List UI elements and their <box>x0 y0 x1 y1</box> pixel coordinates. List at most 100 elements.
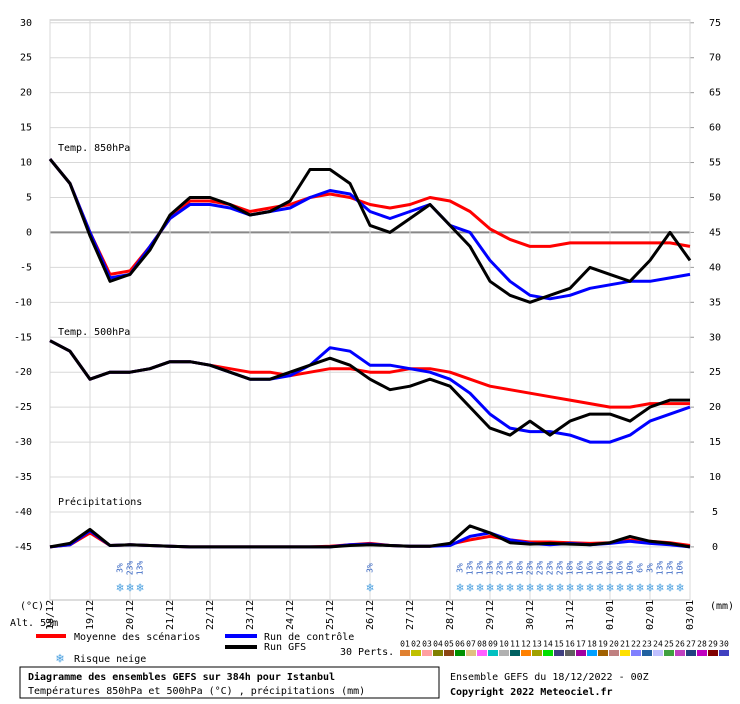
x-tick-label: 23/12 <box>245 600 256 630</box>
x-tick-label: 21/12 <box>165 600 176 630</box>
member-swatch <box>422 650 432 656</box>
member-swatch <box>444 650 454 656</box>
y2-tick-label: 55 <box>709 158 721 169</box>
snow-risk-label: 23% <box>496 561 505 576</box>
snow-risk-label: 13% <box>136 561 145 576</box>
snow-icon: ❄ <box>626 581 633 595</box>
snow-icon: ❄ <box>636 581 643 595</box>
snow-risk-label: 16% <box>586 561 595 576</box>
member-swatch <box>598 650 608 656</box>
snow-icon: ❄ <box>496 581 503 595</box>
y2-tick-label: 70 <box>709 53 721 64</box>
snow-risk-label: 23% <box>556 561 565 576</box>
x-tick-label: 18/12 <box>45 600 56 630</box>
snow-icon: ❄ <box>546 581 553 595</box>
snow-risk-label: 18% <box>516 561 525 576</box>
member-swatch <box>455 650 465 656</box>
member-number: 12 <box>521 640 531 649</box>
member-number: 01 <box>400 640 410 649</box>
snow-risk-label: 13% <box>476 561 485 576</box>
x-tick-label: 01/01 <box>605 600 616 630</box>
member-number: 26 <box>675 640 685 649</box>
y2-tick-label: 45 <box>709 227 721 238</box>
member-swatch <box>466 650 476 656</box>
x-tick-label: 20/12 <box>125 600 136 630</box>
member-number: 16 <box>565 640 575 649</box>
snow-icon: ❄ <box>486 581 493 595</box>
y-tick-label: 10 <box>20 158 32 169</box>
y2-tick-label: 10 <box>709 472 721 483</box>
y2-tick-label: 60 <box>709 123 721 134</box>
snow-risk-label: 10% <box>676 561 685 576</box>
member-number: 05 <box>444 640 454 649</box>
member-number: 13 <box>532 640 542 649</box>
member-number: 20 <box>609 640 619 649</box>
y-tick-label: 25 <box>20 53 32 64</box>
member-swatch <box>433 650 443 656</box>
snow-risk-label: 16% <box>606 561 615 576</box>
member-swatch <box>532 650 542 656</box>
x-tick-label: 30/12 <box>525 600 536 630</box>
snow-risk-label: 18% <box>566 561 575 576</box>
legend-label: Run de contrôle <box>264 631 354 643</box>
snow-risk-label: 13% <box>666 561 675 576</box>
member-number: 18 <box>587 640 597 649</box>
y-tick-label: -30 <box>14 437 32 448</box>
y-tick-label: -40 <box>14 507 32 518</box>
snow-risk-label: 6% <box>636 563 645 573</box>
y-tick-label: -25 <box>14 402 32 413</box>
snow-icon: ❄ <box>576 581 583 595</box>
y2-tick-label: 0 <box>712 542 718 553</box>
snow-risk-label: 3% <box>366 563 375 573</box>
y2-tick-label: 65 <box>709 88 721 99</box>
y2-tick-label: 75 <box>709 18 721 29</box>
y2-tick-label: 50 <box>709 192 721 203</box>
member-number: 22 <box>631 640 641 649</box>
member-number: 10 <box>499 640 509 649</box>
y-tick-label: -35 <box>14 472 32 483</box>
member-swatch <box>708 650 718 656</box>
snow-risk-label: 3% <box>456 563 465 573</box>
panel-label: Temp. 500hPa <box>58 327 130 338</box>
member-number: 03 <box>422 640 432 649</box>
snow-risk-label: 3% <box>116 563 125 573</box>
altitude: Alt. 53m <box>10 618 58 629</box>
series-line <box>49 524 691 549</box>
x-tick-label: 29/12 <box>485 600 496 630</box>
member-swatch <box>719 650 729 656</box>
y-tick-label: 15 <box>20 123 32 134</box>
member-number: 21 <box>620 640 630 649</box>
member-number: 08 <box>477 640 487 649</box>
y2-tick-label: 35 <box>709 297 721 308</box>
snow-icon: ❄ <box>136 581 143 595</box>
member-swatch <box>400 650 410 656</box>
snow-risk-label: 16% <box>596 561 605 576</box>
y2-tick-label: 20 <box>709 402 721 413</box>
member-number: 28 <box>697 640 707 649</box>
snow-icon: ❄ <box>566 581 573 595</box>
y2-axis-label: (mm) <box>710 601 734 612</box>
chart-title: Diagramme des ensembles GEFS sur 384h po… <box>28 671 335 683</box>
snow-risk-label: 16% <box>576 561 585 576</box>
snow-icon: ❄ <box>586 581 593 595</box>
member-swatch <box>609 650 619 656</box>
snow-icon: ❄ <box>676 581 683 595</box>
snow-risk-label: 23% <box>126 561 135 576</box>
snow-icon: ❄ <box>536 581 543 595</box>
snow-icon: ❄ <box>596 581 603 595</box>
member-number: 30 <box>719 640 729 649</box>
copyright: Copyright 2022 Meteociel.fr <box>450 686 613 698</box>
member-swatch <box>411 650 421 656</box>
member-number: 24 <box>653 640 663 649</box>
snow-icon: ❄ <box>616 581 623 595</box>
member-swatch <box>664 650 674 656</box>
member-swatch <box>510 650 520 656</box>
snow-icon: ❄ <box>126 581 133 595</box>
legend-label: Risque neige <box>74 654 146 665</box>
legend-label: Moyenne des scénarios <box>74 631 200 643</box>
y-axis-label: (°C) <box>20 601 44 612</box>
member-swatch <box>675 650 685 656</box>
y-tick-label: 5 <box>26 192 32 203</box>
member-swatch <box>554 650 564 656</box>
snow-icon: ❄ <box>666 581 673 595</box>
